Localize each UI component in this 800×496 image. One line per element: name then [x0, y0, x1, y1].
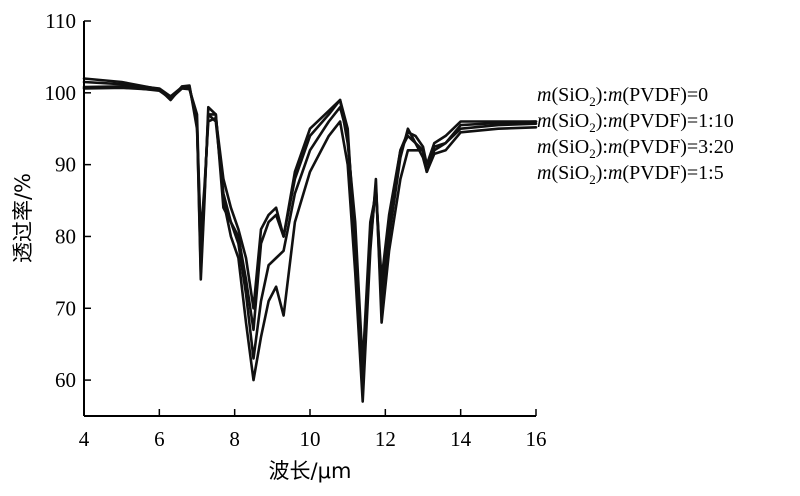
series-layer [82, 77, 538, 403]
y-tick-label: 70 [55, 296, 76, 320]
legend-entry-2: m(SiO2):m(PVDF)=1:10 [537, 110, 734, 135]
x-tick-label: 4 [79, 427, 90, 451]
x-tick-label: 6 [154, 427, 165, 451]
y-tick-label: 100 [45, 81, 77, 105]
x-tick-label: 12 [375, 427, 396, 451]
y-tick-label: 110 [45, 9, 76, 33]
y-axis-title: 透过率/% [11, 173, 35, 263]
y-tick-label: 60 [55, 368, 76, 392]
ticks-layer: 4 6 8 10 12 14 16 60 70 80 90 100 110 [45, 9, 547, 451]
legend-entry-3: m(SiO2):m(PVDF)=3:20 [537, 136, 734, 161]
series-line-4 [82, 77, 538, 367]
legend: m(SiO2):m(PVDF)=0m(SiO2):m(PVDF)=1:10m(S… [537, 84, 734, 187]
y-tick-label: 90 [55, 153, 76, 177]
x-tick-label: 10 [300, 427, 321, 451]
x-axis-title: 波长/μm [269, 459, 352, 483]
legend-entry-4: m(SiO2):m(PVDF)=1:5 [537, 162, 724, 187]
x-tick-label: 8 [229, 427, 240, 451]
x-tick-label: 14 [450, 427, 472, 451]
x-tick-label: 16 [526, 427, 547, 451]
legend-entry-1: m(SiO2):m(PVDF)=0 [537, 84, 708, 109]
y-tick-label: 80 [55, 224, 76, 248]
